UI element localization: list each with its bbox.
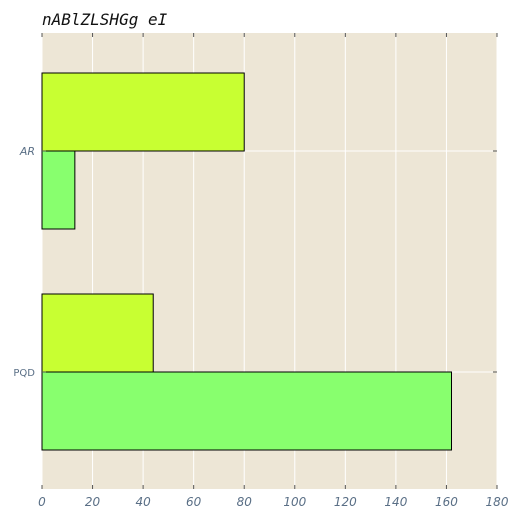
bars — [41, 72, 452, 451]
chart-title: nABlZLSHGg eI — [42, 10, 168, 29]
bar-ar-series-2 — [41, 72, 245, 152]
bar-pqd-series-1 — [41, 371, 452, 451]
x-tick-label: 20 — [85, 495, 101, 509]
x-tick-label: 160 — [435, 495, 458, 509]
x-tick-label: 120 — [334, 495, 357, 509]
bar-pqd-series-2 — [41, 293, 154, 373]
x-tick-label: 140 — [384, 495, 407, 509]
x-tick-label: 0 — [38, 495, 46, 509]
y-tick-label: AR — [19, 145, 35, 158]
x-tick-label: 80 — [237, 495, 253, 509]
x-tick-label: 180 — [486, 495, 509, 509]
y-tick-label: PQD — [13, 368, 35, 379]
x-tick-label: 60 — [186, 495, 202, 509]
x-tick-label: 100 — [283, 495, 306, 509]
y-axis: PQD AR — [13, 145, 497, 379]
x-tick-label: 40 — [135, 495, 151, 509]
bar-ar-series-1 — [41, 150, 76, 230]
x-axis: 0 20 40 60 80 100 120 140 160 180 — [38, 33, 509, 509]
